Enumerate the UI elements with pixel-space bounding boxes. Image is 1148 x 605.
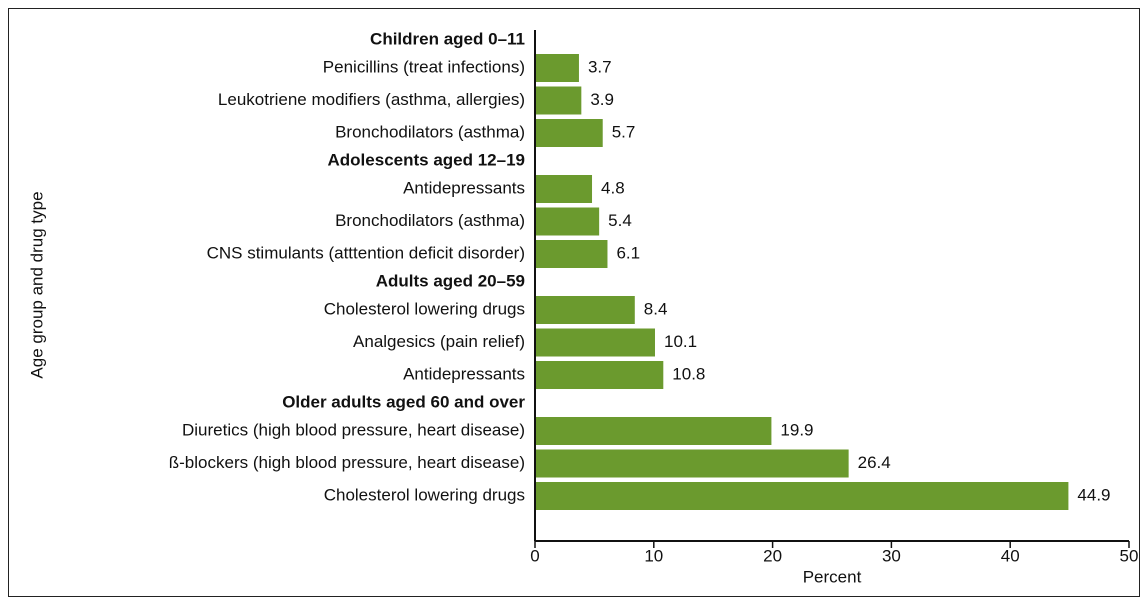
value-label: 8.4	[644, 299, 668, 318]
value-label: 10.1	[664, 332, 697, 351]
y-axis-label: Age group and drug type	[27, 191, 46, 378]
y-tick-label: ß-blockers (high blood pressure, heart d…	[169, 453, 525, 472]
y-tick-label: CNS stimulants (atttention deficit disor…	[207, 243, 525, 262]
group-label: Adults aged 20–59	[376, 271, 525, 290]
bar	[535, 54, 579, 82]
bar	[535, 449, 849, 478]
y-tick-label: Analgesics (pain relief)	[353, 332, 525, 351]
x-tick-label: 0	[530, 546, 539, 565]
bar	[535, 482, 1069, 510]
value-label: 10.8	[672, 364, 705, 383]
value-label: 19.9	[780, 420, 813, 439]
bar	[535, 361, 664, 389]
bar	[535, 296, 635, 324]
bar	[535, 207, 600, 236]
y-tick-label: Leukotriene modifiers (asthma, allergies…	[218, 90, 525, 109]
bar	[535, 328, 655, 357]
group-label: Older adults aged 60 and over	[282, 392, 525, 411]
x-tick-label: 50	[1120, 546, 1139, 565]
value-label: 44.9	[1077, 485, 1110, 504]
x-axis-label: Percent	[803, 567, 862, 586]
value-label: 26.4	[858, 453, 891, 472]
y-tick-label: Antidepressants	[403, 364, 525, 383]
bar	[535, 175, 593, 203]
value-label: 4.8	[601, 178, 625, 197]
y-tick-label: Penicillins (treat infections)	[323, 57, 525, 76]
value-label: 3.7	[588, 57, 612, 76]
bar	[535, 86, 582, 115]
value-label: 5.4	[608, 211, 632, 230]
value-label: 3.9	[590, 90, 614, 109]
value-label: 5.7	[612, 122, 636, 141]
y-tick-label: Bronchodilators (asthma)	[335, 211, 525, 230]
frame	[8, 8, 1140, 597]
x-tick-label: 40	[1001, 546, 1020, 565]
bar	[535, 417, 772, 445]
y-tick-label: Antidepressants	[403, 178, 525, 197]
y-tick-label: Bronchodilators (asthma)	[335, 122, 525, 141]
x-tick-label: 10	[644, 546, 663, 565]
bar	[535, 119, 603, 147]
x-tick-label: 30	[882, 546, 901, 565]
group-label: Children aged 0–11	[370, 29, 525, 48]
y-tick-label: Cholesterol lowering drugs	[324, 299, 525, 318]
group-label: Adolescents aged 12–19	[328, 150, 525, 169]
y-tick-label: Diuretics (high blood pressure, heart di…	[182, 420, 525, 439]
x-tick-label: 20	[763, 546, 782, 565]
value-label: 6.1	[616, 243, 640, 262]
y-tick-label: Cholesterol lowering drugs	[324, 485, 525, 504]
bar	[535, 240, 608, 268]
